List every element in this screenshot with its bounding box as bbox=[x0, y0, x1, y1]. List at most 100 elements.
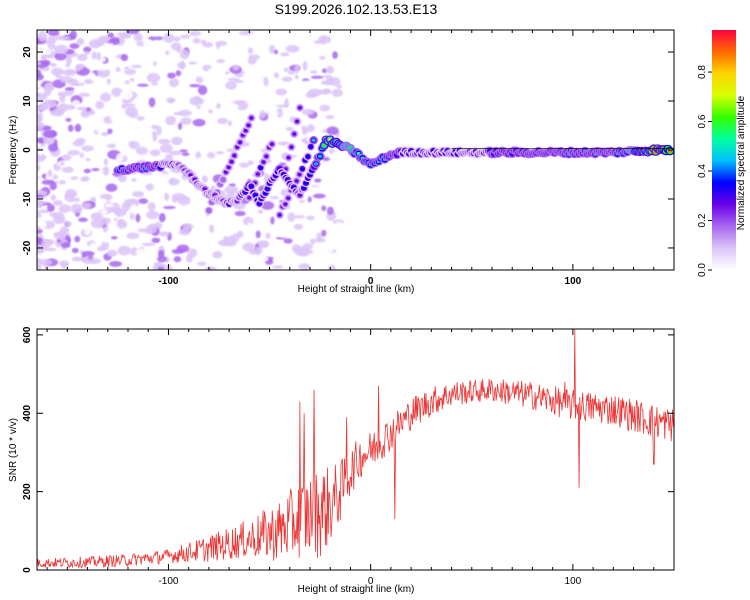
spectrogram-noise-blob bbox=[107, 128, 113, 135]
spectrogram-noise-blob bbox=[257, 209, 264, 214]
colorbar: 0.0 0.2 0.4 0.6 0.8 Normalized spectral ampl… bbox=[697, 30, 747, 277]
spectrogram-noise-blob bbox=[313, 193, 326, 199]
y-tick-label: 0 bbox=[22, 567, 33, 573]
spectrogram-noise-blob bbox=[254, 246, 262, 255]
spectrogram-noise-blob bbox=[307, 196, 312, 203]
spectrogram-noise-blob bbox=[310, 70, 318, 74]
spectrogram-noise-blob bbox=[332, 51, 338, 59]
x-tick-label: 100 bbox=[565, 576, 582, 587]
spectrogram-noise-blob bbox=[47, 35, 59, 42]
ridge-core bbox=[223, 170, 228, 174]
spectrogram-noise-blob bbox=[177, 61, 186, 69]
spectrogram-noise-blob bbox=[73, 197, 81, 203]
spectrogram-noise-blob bbox=[89, 242, 97, 250]
spectrogram-noise-blob bbox=[303, 122, 310, 127]
spectrogram-noise-blob bbox=[47, 42, 56, 50]
spectrogram-marks bbox=[37, 30, 674, 270]
x-tick-label: -100 bbox=[158, 276, 178, 287]
spectrogram-noise-blob bbox=[49, 212, 58, 218]
snr-x-ticks: -100 0 100 bbox=[46, 329, 675, 587]
spectrogram-noise-blob bbox=[302, 33, 312, 39]
spectrogram-noise-blob bbox=[300, 80, 312, 85]
spectrogram-noise-blob bbox=[168, 78, 180, 88]
spectrogram-noise-blob bbox=[113, 217, 118, 222]
spectrogram-x-axis-label: Height of straight line (km) bbox=[298, 284, 415, 295]
spectrogram-noise-blob bbox=[185, 254, 193, 263]
spectrogram-noise-blob bbox=[64, 87, 75, 91]
ridge-core bbox=[297, 193, 302, 197]
spectrogram-noise-blob bbox=[37, 209, 51, 214]
spectrogram-noise-blob bbox=[71, 82, 85, 87]
spectrogram-noise-blob bbox=[38, 50, 52, 55]
spectrogram-noise-blob bbox=[43, 130, 57, 138]
spectrogram-noise-blob bbox=[208, 109, 213, 114]
spectrogram-noise-blob bbox=[189, 31, 202, 37]
spectrogram-noise-blob bbox=[302, 127, 308, 136]
spectrogram-noise-blob bbox=[37, 194, 45, 198]
spectrogram-noise-blob bbox=[276, 107, 284, 118]
spectrogram-noise-blob bbox=[278, 244, 292, 255]
spectrogram-noise-blob bbox=[172, 36, 181, 42]
spectrogram-noise-blob bbox=[176, 244, 190, 253]
spectrogram-noise-blob bbox=[116, 98, 123, 107]
spectrogram-noise-blob bbox=[91, 168, 100, 172]
spectrogram-noise-blob bbox=[272, 265, 284, 269]
spectrogram-noise-blob bbox=[75, 64, 84, 71]
spectrogram-noise-blob bbox=[147, 223, 158, 234]
spectrogram-noise-blob bbox=[146, 210, 160, 220]
chart-title: S199.2026.102.13.53.E13 bbox=[275, 1, 438, 17]
spectrogram-noise-blob bbox=[326, 65, 334, 74]
ridge-core bbox=[249, 116, 254, 120]
spectrogram-noise-blob bbox=[121, 201, 131, 212]
spectrogram-noise-blob bbox=[267, 110, 279, 117]
spectrogram-noise-blob bbox=[224, 185, 239, 194]
spectrogram-noise-blob bbox=[207, 151, 216, 159]
spectrogram-noise-blob bbox=[292, 202, 298, 208]
spectrogram-noise-blob bbox=[157, 255, 167, 263]
spectrogram-noise-blob bbox=[228, 32, 236, 38]
spectrogram-noise-blob bbox=[242, 242, 255, 252]
spectrogram-noise-blob bbox=[234, 210, 246, 217]
spectrogram-noise-blob bbox=[37, 237, 43, 246]
spectrogram-noise-blob bbox=[113, 59, 123, 66]
spectrogram-noise-blob bbox=[135, 248, 147, 257]
spectrogram-noise-blob bbox=[135, 146, 149, 155]
spectrogram-noise-blob bbox=[116, 153, 124, 162]
spectrogram-noise-blob bbox=[140, 125, 146, 131]
spectrogram-noise-blob bbox=[314, 237, 326, 243]
colorbar-tick-label: 0.6 bbox=[697, 114, 708, 128]
spectrogram-noise-blob bbox=[192, 96, 202, 103]
spectrogram-noise-blob bbox=[74, 235, 81, 243]
ridge-core bbox=[292, 132, 297, 136]
spectrogram-noise-blob bbox=[95, 66, 109, 71]
spectrogram-noise-blob bbox=[117, 245, 132, 256]
spectrogram-noise-blob bbox=[326, 126, 339, 136]
spectrogram-noise-blob bbox=[285, 44, 300, 53]
spectrogram-noise-blob bbox=[166, 97, 176, 103]
spectrogram-noise-blob bbox=[239, 162, 250, 168]
spectrogram-noise-blob bbox=[37, 115, 42, 125]
spectrogram-noise-blob bbox=[214, 235, 221, 240]
x-tick-label: 0 bbox=[368, 576, 374, 587]
spectrogram-noise-blob bbox=[57, 139, 69, 144]
spectrogram-noise-blob bbox=[130, 64, 142, 69]
spectrogram-noise-blob bbox=[261, 201, 275, 210]
spectrogram-noise-blob bbox=[177, 122, 183, 130]
spectrogram-noise-blob bbox=[49, 110, 64, 116]
spectrogram-noise-blob bbox=[99, 217, 111, 225]
snr-x-axis-label: Height of straight line (km) bbox=[298, 584, 415, 595]
spectrogram-noise-blob bbox=[164, 192, 170, 201]
spectrogram-noise-blob bbox=[158, 231, 170, 237]
y-tick-label: -10 bbox=[22, 191, 33, 206]
ridge-core bbox=[270, 142, 274, 146]
spectrogram-noise-blob bbox=[52, 199, 63, 206]
spectrogram-noise-blob bbox=[136, 115, 145, 121]
spectrogram-noise-blob bbox=[103, 43, 114, 47]
spectrogram-noise-blob bbox=[124, 106, 138, 117]
spectrogram-noise-blob bbox=[212, 251, 223, 259]
spectrogram-noise-blob bbox=[275, 88, 288, 96]
spectrogram-noise-blob bbox=[129, 204, 139, 215]
spectrogram-noise-blob bbox=[83, 78, 94, 85]
colorbar-label: Normalized spectral amplitude bbox=[736, 95, 747, 230]
spectrogram-noise-blob bbox=[259, 110, 266, 119]
